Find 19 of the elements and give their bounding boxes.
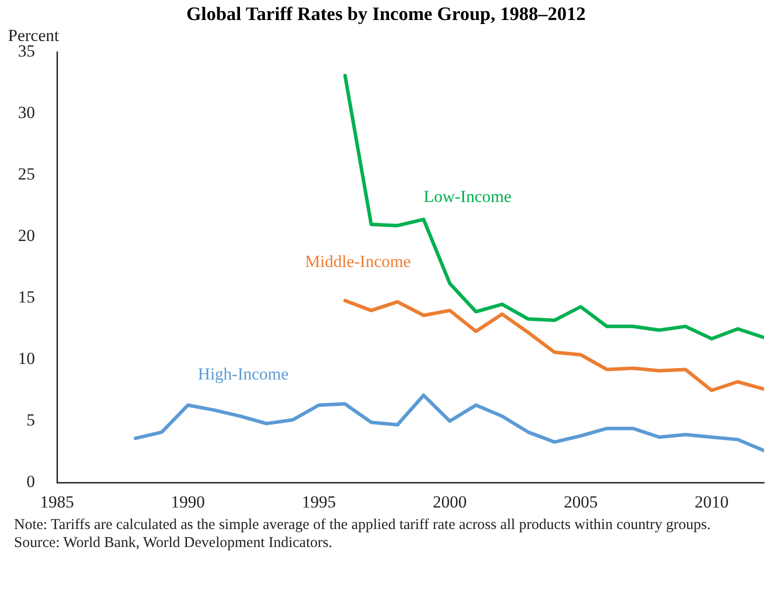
chart-title: Global Tariff Rates by Income Group, 1988–2012 (186, 4, 586, 25)
y-tick-label: 15 (18, 288, 35, 307)
series-label: High-Income (198, 364, 289, 384)
y-tick-label: 10 (18, 349, 35, 368)
source-note: Source: World Bank, World Development Indicators. (14, 534, 334, 552)
x-tick-label: 1990 (170, 492, 205, 512)
y-tick-label: 0 (26, 472, 35, 492)
x-tick-label: 1985 (40, 492, 74, 512)
x-tick-label: 2005 (564, 492, 598, 512)
series-label: Middle-Income (305, 252, 411, 272)
y-tick-label: 30 (18, 103, 35, 122)
text: Note: Tariffs are calculated as the simple average of the applied tariff rate across all products within country groups. (14, 516, 712, 534)
x-tick-label: 2000 (432, 492, 467, 512)
y-tick-label: 5 (26, 410, 35, 430)
series-label: Low-Income (424, 186, 512, 206)
x-tick-label: 2010 (694, 492, 729, 512)
y-tick-label: 25 (18, 164, 35, 184)
x-tick-label: 1995 (302, 492, 336, 512)
y-tick-label: 20 (18, 226, 35, 246)
